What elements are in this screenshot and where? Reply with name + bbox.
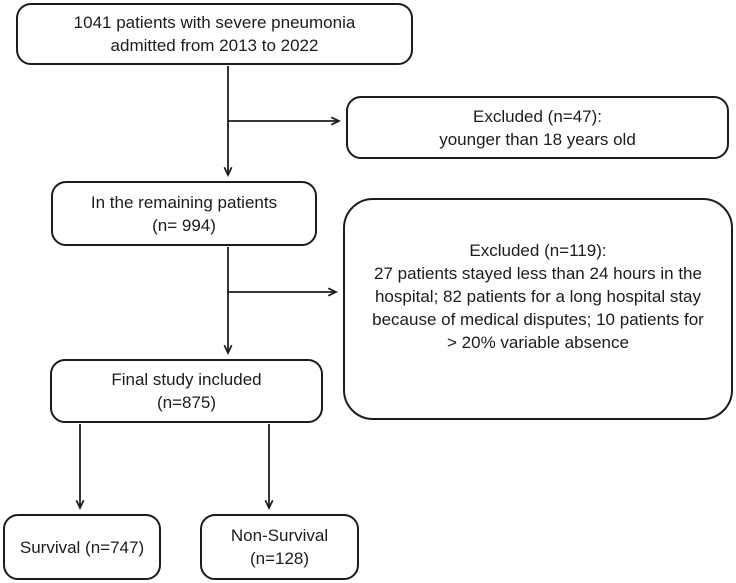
node-text: (n=128) [249,549,310,568]
node-text: > 20% variable absence [447,332,629,352]
node-text: (n= 994) [152,215,216,235]
node-text: hospital; 82 patients for a long hospita… [374,286,702,306]
node-survival-group: Survival (n=747) [3,514,161,580]
node-excluded-under-18: Excluded (n=47): younger than 18 years o… [346,96,729,159]
node-text: Survival (n=747) [19,537,145,557]
node-text: admitted from 2013 to 2022 [110,36,319,55]
node-text: because of medical disputes; 10 patients… [372,309,704,329]
node-final-study-included: Final study included (n=875) [50,359,323,423]
node-text: Final study included [111,370,262,389]
node-text: Excluded (n=47): [473,106,602,126]
node-text: (n=875) [156,393,217,412]
node-remaining-patients: In the remaining patients (n= 994) [51,181,317,246]
node-text: In the remaining patients [90,192,278,212]
node-text: younger than 18 years old [439,129,636,149]
node-text: 27 patients stayed less than 24 hours in… [374,263,702,283]
node-excluded-other-reasons: Excluded (n=119): 27 patients stayed les… [343,198,733,420]
node-text: Excluded (n=119): [469,240,607,260]
node-text: 1041 patients with severe pneumonia [73,13,356,32]
node-text: Non-Survival [230,526,329,545]
node-enrolled-patients: 1041 patients with severe pneumonia admi… [16,3,413,65]
node-non-survival-group: Non-Survival (n=128) [200,514,359,580]
